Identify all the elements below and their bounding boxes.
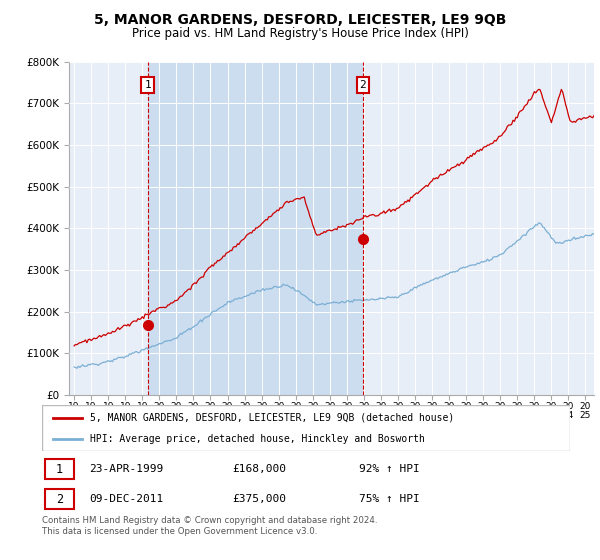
- Text: Price paid vs. HM Land Registry's House Price Index (HPI): Price paid vs. HM Land Registry's House …: [131, 27, 469, 40]
- Text: 09-DEC-2011: 09-DEC-2011: [89, 494, 164, 505]
- Text: 5, MANOR GARDENS, DESFORD, LEICESTER, LE9 9QB: 5, MANOR GARDENS, DESFORD, LEICESTER, LE…: [94, 13, 506, 27]
- Text: 2: 2: [359, 80, 366, 90]
- Text: 5, MANOR GARDENS, DESFORD, LEICESTER, LE9 9QB (detached house): 5, MANOR GARDENS, DESFORD, LEICESTER, LE…: [89, 413, 454, 423]
- Text: 23-APR-1999: 23-APR-1999: [89, 464, 164, 474]
- FancyBboxPatch shape: [42, 405, 570, 451]
- FancyBboxPatch shape: [44, 459, 74, 479]
- Text: 92% ↑ HPI: 92% ↑ HPI: [359, 464, 419, 474]
- FancyBboxPatch shape: [44, 489, 74, 510]
- Text: 2: 2: [56, 493, 63, 506]
- Text: 1: 1: [144, 80, 151, 90]
- Text: HPI: Average price, detached house, Hinckley and Bosworth: HPI: Average price, detached house, Hinc…: [89, 434, 424, 444]
- Text: Contains HM Land Registry data © Crown copyright and database right 2024.
This d: Contains HM Land Registry data © Crown c…: [42, 516, 377, 536]
- Text: £168,000: £168,000: [232, 464, 286, 474]
- Text: 75% ↑ HPI: 75% ↑ HPI: [359, 494, 419, 505]
- Text: 1: 1: [56, 463, 63, 476]
- Text: £375,000: £375,000: [232, 494, 286, 505]
- Bar: [148, 62, 363, 395]
